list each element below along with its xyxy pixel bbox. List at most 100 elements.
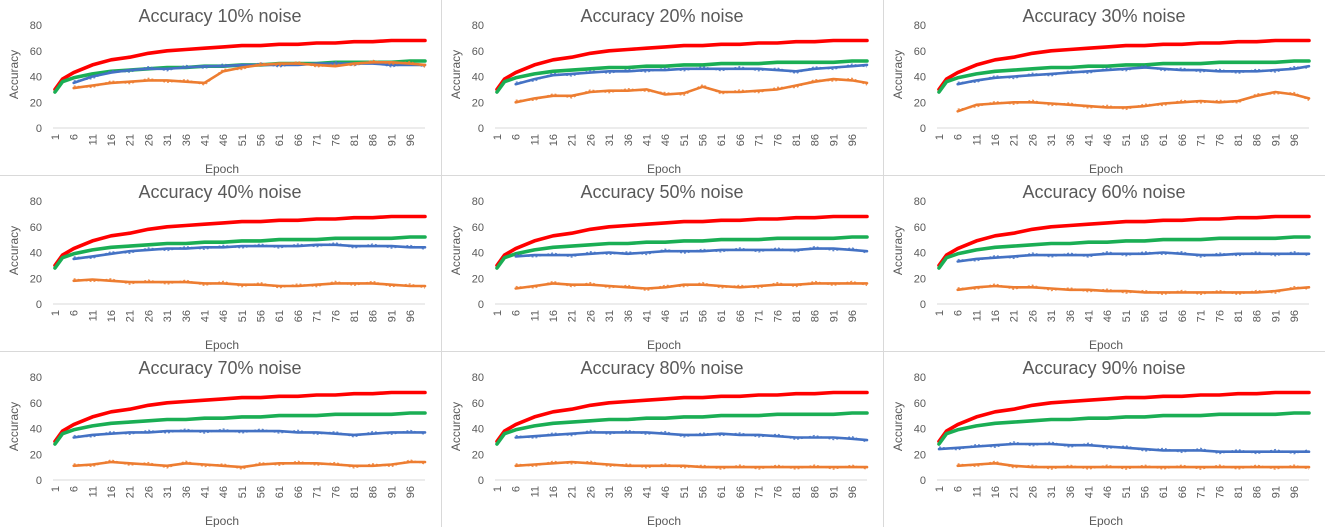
series-line-red (53, 214, 427, 268)
y-tick-label: 20 (914, 449, 926, 461)
x-tick-label: 96 (405, 486, 417, 498)
x-tick-label: 81 (791, 310, 803, 322)
y-tick-label: 40 (30, 424, 42, 436)
chart-panel: Accuracy 40% noise 0 20 40 60 80 Accuracy 1 6 11 1… (0, 176, 441, 352)
x-tick-label: 46 (660, 486, 672, 498)
x-tick-label: 51 (1121, 486, 1133, 498)
x-tick-label: 91 (1270, 486, 1282, 498)
x-tick-label: 21 (125, 486, 137, 498)
grid-divider-vertical (441, 0, 442, 527)
x-tick-label: 6 (953, 310, 965, 316)
x-axis-label: Epoch (205, 162, 239, 176)
x-tick-label: 81 (791, 486, 803, 498)
series-line-blue (514, 247, 869, 258)
series-line-blue (956, 64, 1311, 86)
x-tick-label: 21 (1009, 310, 1021, 322)
x-tick-label: 51 (237, 486, 249, 498)
chart-panel: Accuracy 30% noise 0 20 40 60 80 Accuracy 1 6 11 1… (884, 0, 1325, 176)
x-tick-label: 96 (405, 134, 417, 146)
x-tick-label: 46 (1102, 486, 1114, 498)
x-tick-label: 1 (934, 486, 946, 492)
y-tick-label: 20 (914, 273, 926, 285)
x-tick-label: 16 (548, 134, 560, 146)
x-tick-label: 91 (1270, 310, 1282, 322)
x-tick-label: 61 (1158, 134, 1170, 146)
grid-divider-horizontal (0, 351, 1325, 352)
y-tick-label: 0 (920, 123, 926, 135)
x-tick-label: 61 (716, 134, 728, 146)
series-line-green (53, 235, 427, 270)
x-tick-label: 26 (585, 134, 597, 146)
x-tick-label: 51 (1121, 310, 1133, 322)
y-tick-label: 0 (478, 475, 484, 487)
series-line-blue (514, 431, 869, 442)
y-tick-label: 20 (472, 273, 484, 285)
grid-divider-horizontal (0, 175, 1325, 176)
y-axis-label: Accuracy (891, 50, 905, 99)
x-tick-label: 26 (1027, 310, 1039, 322)
x-tick-label: 86 (810, 134, 822, 146)
x-tick-label: 76 (330, 310, 342, 322)
series-line-blue (937, 442, 1311, 453)
x-tick-label: 16 (990, 134, 1002, 146)
y-tick-label: 80 (30, 196, 42, 208)
x-tick-label: 61 (274, 486, 286, 498)
x-tick-label: 61 (274, 134, 286, 146)
x-tick-label: 51 (679, 134, 691, 146)
series-line-green (937, 59, 1311, 94)
x-axis-label: Epoch (647, 338, 681, 352)
x-tick-label: 31 (604, 134, 616, 146)
x-tick-label: 41 (199, 486, 211, 498)
x-tick-label: 26 (143, 486, 155, 498)
series-line-blue (72, 243, 427, 261)
y-tick-label: 40 (914, 72, 926, 84)
x-tick-label: 86 (810, 486, 822, 498)
x-tick-label: 16 (990, 486, 1002, 498)
x-tick-label: 11 (971, 486, 983, 497)
series-raw-line-orange (515, 280, 868, 292)
x-tick-label: 96 (847, 310, 859, 322)
x-tick-label: 71 (312, 486, 324, 498)
series-line-orange (514, 460, 869, 469)
x-tick-label: 76 (330, 486, 342, 498)
y-tick-label: 40 (30, 72, 42, 84)
series-line-green (937, 411, 1311, 446)
x-tick-label: 91 (386, 134, 398, 146)
x-tick-label: 36 (1065, 134, 1077, 146)
x-tick-label: 36 (623, 134, 635, 146)
x-tick-label: 81 (1233, 134, 1245, 146)
x-tick-label: 46 (660, 310, 672, 322)
y-tick-label: 40 (472, 248, 484, 260)
x-tick-label: 41 (199, 310, 211, 322)
x-tick-label: 76 (1214, 310, 1226, 322)
x-tick-label: 31 (162, 486, 174, 498)
x-tick-label: 31 (1046, 486, 1058, 498)
x-tick-label: 56 (698, 486, 710, 498)
series-line-blue (72, 429, 427, 439)
x-axis-label: Epoch (1089, 338, 1123, 352)
x-tick-label: 51 (1121, 134, 1133, 146)
x-tick-label: 61 (1158, 486, 1170, 498)
y-tick-label: 60 (914, 222, 926, 234)
y-tick-label: 40 (472, 424, 484, 436)
x-tick-label: 66 (735, 486, 747, 498)
x-tick-label: 56 (698, 134, 710, 146)
chart-title: Accuracy 50% noise (580, 182, 743, 202)
x-tick-label: 91 (1270, 134, 1282, 146)
x-tick-label: 56 (1140, 134, 1152, 146)
y-tick-label: 40 (472, 72, 484, 84)
x-tick-label: 11 (971, 310, 983, 321)
x-tick-label: 36 (181, 134, 193, 146)
series-line-green (937, 235, 1311, 270)
series-line-red (495, 390, 869, 444)
x-tick-label: 6 (69, 486, 81, 492)
x-tick-label: 6 (511, 310, 523, 316)
x-tick-label: 31 (604, 486, 616, 498)
x-tick-label: 76 (772, 486, 784, 498)
x-axis-label: Epoch (205, 514, 239, 527)
chart-title: Accuracy 40% noise (138, 182, 301, 202)
x-tick-label: 91 (386, 486, 398, 498)
